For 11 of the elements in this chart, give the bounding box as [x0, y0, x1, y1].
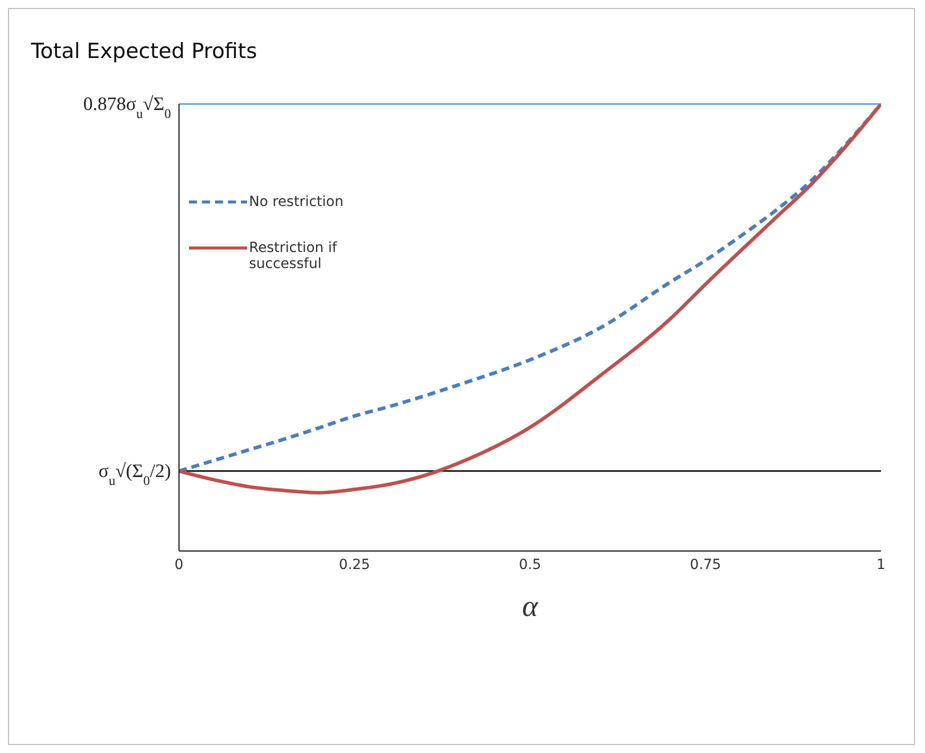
- x-tick-label: 0.75: [690, 556, 722, 573]
- legend-label: No restriction: [249, 194, 344, 210]
- legend-label: Restriction if successful: [249, 240, 338, 272]
- x-tick-label: 1: [876, 556, 886, 573]
- chart-title: Total Expected Profits: [31, 39, 258, 63]
- ref-line-label: σ$_{u}$√(Σ$_{0}$/2): [98, 461, 171, 488]
- x-tick-label: 0.5: [518, 556, 542, 573]
- ref-line-label: 0.878σ$_{u}$√Σ$_{0}$: [83, 94, 172, 120]
- x-axis-title: α: [522, 590, 540, 623]
- x-tick-label: 0.25: [338, 556, 370, 573]
- x-tick-label: 0: [174, 556, 184, 573]
